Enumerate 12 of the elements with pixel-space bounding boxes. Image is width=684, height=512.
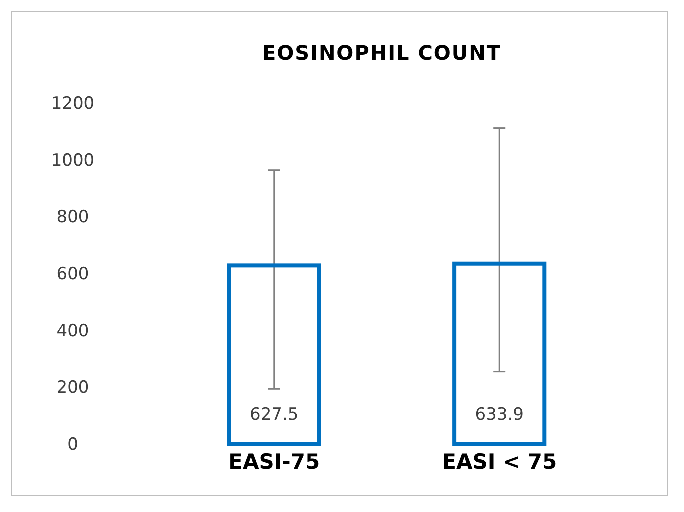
chart-title: EOSINOPHIL COUNT	[262, 41, 502, 65]
y-tick-label: 200	[56, 378, 90, 398]
x-tick-label: EASI-75	[228, 450, 320, 474]
x-tick-label: EASI < 75	[442, 450, 558, 474]
data-label: 633.9	[475, 405, 524, 425]
y-tick-label: 1000	[51, 150, 95, 171]
y-tick-label: 600	[56, 264, 90, 284]
y-tick-label: 800	[56, 208, 90, 228]
y-tick-label: 0	[68, 434, 78, 455]
y-tick-label: 1200	[51, 94, 95, 114]
y-tick-label: 400	[56, 321, 90, 342]
data-label: 627.5	[250, 405, 299, 425]
